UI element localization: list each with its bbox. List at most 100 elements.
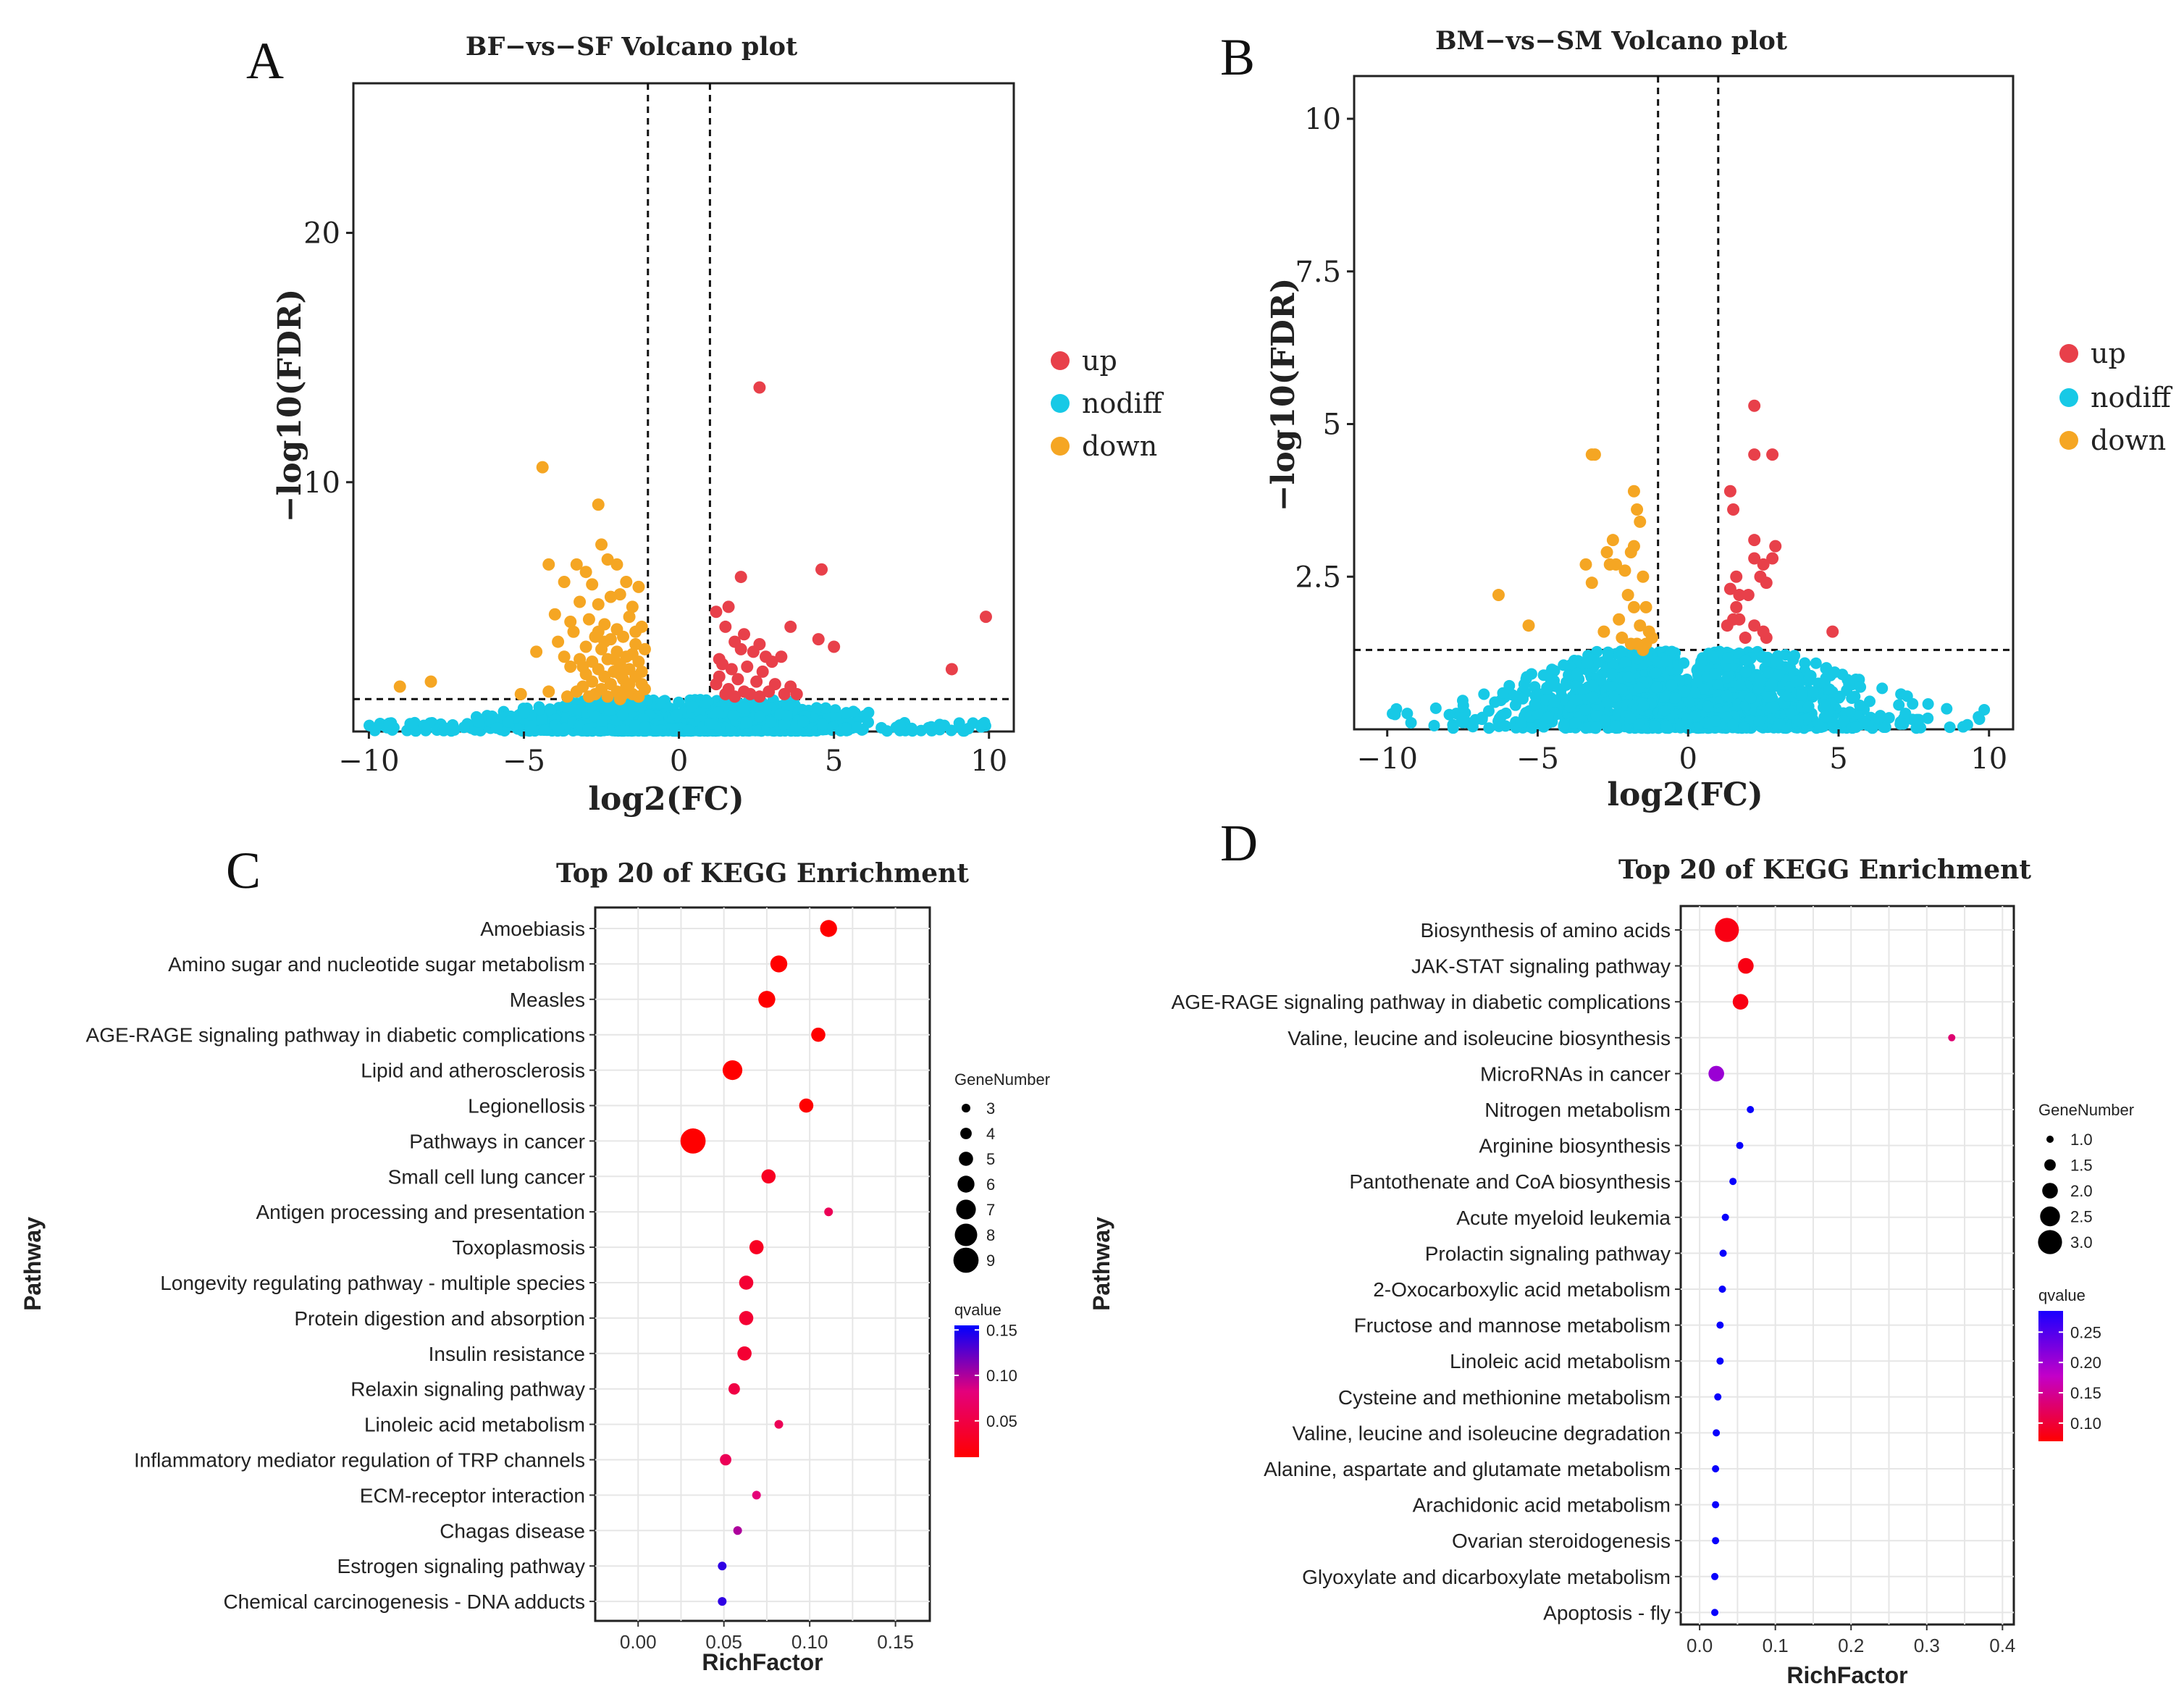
nodiff-point	[1818, 699, 1831, 711]
nodiff-point	[1608, 690, 1621, 703]
nodiff-point	[1466, 721, 1479, 733]
up-point	[710, 605, 723, 619]
nodiff-point	[1679, 685, 1691, 697]
down-point	[620, 575, 633, 588]
color-legend-label: 0.15	[2070, 1384, 2101, 1402]
up-point	[734, 571, 747, 584]
nodiff-point	[671, 709, 683, 721]
size-legend-dot	[953, 1247, 979, 1273]
x-tick-label: 0	[670, 745, 688, 778]
nodiff-point	[1563, 668, 1575, 681]
pathway-point	[1716, 1321, 1724, 1329]
nodiff-point	[706, 718, 718, 730]
nodiff-point	[712, 706, 724, 718]
size-legend-label: 8	[986, 1226, 995, 1244]
pathway-point	[1729, 1178, 1737, 1186]
y-axis-ticks-b: 2.5 5 7.5 10	[1295, 103, 1354, 594]
pathway-label: Cysteine and methionine metabolism	[1338, 1386, 1671, 1409]
nodiff-point	[683, 724, 695, 737]
down-point	[586, 578, 599, 591]
up-point	[765, 655, 778, 668]
down-point	[632, 655, 645, 668]
down-point	[1492, 589, 1505, 602]
threshold-lines-b	[1354, 76, 2013, 729]
pathway-point	[1714, 1393, 1722, 1401]
pathway-label: Toxoplasmosis	[452, 1236, 585, 1259]
down-point	[579, 566, 592, 579]
up-point	[741, 661, 754, 673]
down-point	[1597, 625, 1610, 638]
nodiff-point	[1709, 668, 1721, 680]
pathway-label: Prolactin signaling pathway	[1425, 1242, 1671, 1265]
nodiff-point	[1846, 692, 1858, 705]
up-point	[744, 687, 757, 700]
nodiff-point	[448, 724, 461, 736]
pathway-label: MicroRNAs in cancer	[1480, 1062, 1671, 1085]
size-legend-label: 2.0	[2070, 1182, 2093, 1200]
nodiff-point	[534, 703, 547, 716]
down-point	[601, 553, 614, 566]
pathway-label: Measles	[510, 989, 585, 1011]
legend-marker-up-a	[1051, 351, 1070, 370]
nodiff-point	[1722, 652, 1734, 664]
up-point	[1730, 570, 1743, 583]
down-point	[592, 498, 605, 511]
down-point	[632, 580, 645, 593]
nodiff-point	[1901, 690, 1913, 703]
pathway-label: Insulin resistance	[429, 1343, 585, 1365]
x-tick-label: −10	[1356, 742, 1417, 776]
x-tick-label: 0.15	[877, 1631, 914, 1653]
color-legend-ticks-c: 0.05 0.10 0.15	[954, 1321, 1017, 1430]
up-point	[1748, 399, 1761, 412]
nodiff-point	[797, 716, 810, 728]
down-point	[620, 650, 633, 663]
pathway-label: Linoleic acid metabolism	[1450, 1350, 1671, 1372]
pathway-label: Alanine, aspartate and glutamate metabol…	[1264, 1458, 1671, 1480]
nodiff-point	[387, 721, 400, 734]
chart-title-b: BM−vs−SM Volcano plot	[1435, 26, 1787, 56]
down-point	[564, 616, 577, 629]
pathway-label: ECM-receptor interaction	[360, 1484, 585, 1506]
x-axis-ticks-d: 0.0 0.1 0.2 0.3 0.4	[1687, 1625, 2015, 1656]
y-axis-label-d: Pathway	[1088, 1217, 1114, 1311]
nodiff-point	[1624, 713, 1637, 725]
down-point	[1631, 637, 1644, 650]
nodiff-point	[559, 700, 571, 713]
nodiff-point	[858, 710, 870, 722]
x-tick-label: 0.10	[791, 1631, 828, 1653]
nodiff-point	[1690, 721, 1702, 734]
color-legend-label: 0.05	[986, 1412, 1017, 1430]
down-point	[610, 558, 623, 571]
nodiff-point	[1755, 651, 1768, 663]
size-legend-dot	[954, 1223, 978, 1246]
nodiff-point	[1660, 655, 1673, 667]
pathway-point	[752, 1491, 761, 1500]
pathway-label: Glyoxylate and dicarboxylate metabolism	[1302, 1566, 1671, 1588]
down-point	[598, 635, 611, 648]
pathway-point	[1712, 1537, 1720, 1545]
x-axis-label-d: RichFactor	[1786, 1662, 1907, 1688]
nodiff-point	[975, 718, 988, 731]
down-point	[1600, 546, 1613, 559]
pathway-label: Apoptosis - fly	[1543, 1601, 1671, 1624]
x-tick-label: 0.4	[1989, 1635, 2015, 1656]
pathway-label: Estrogen signaling pathway	[337, 1555, 585, 1577]
nodiff-point	[1606, 681, 1618, 693]
legend-marker-up-b	[2059, 344, 2078, 363]
down-point	[582, 613, 595, 626]
nodiff-point	[1973, 710, 1985, 723]
x-tick-label: 5	[1829, 742, 1847, 776]
nodiff-point	[1762, 666, 1774, 679]
pathway-point	[1713, 1429, 1721, 1437]
legend-label-nodiff-a: nodiff	[1082, 387, 1164, 419]
up-point	[756, 665, 769, 678]
down-point	[592, 598, 605, 611]
down-point	[629, 638, 642, 651]
size-legend-label: 2.5	[2070, 1208, 2093, 1226]
nodiff-point	[1828, 666, 1841, 679]
down-point	[542, 685, 555, 698]
pathway-point	[718, 1597, 727, 1606]
legend-marker-nodiff-a	[1051, 394, 1070, 413]
pathway-label: Pathways in cancer	[409, 1130, 585, 1152]
color-legend-label: 0.10	[2070, 1414, 2101, 1433]
